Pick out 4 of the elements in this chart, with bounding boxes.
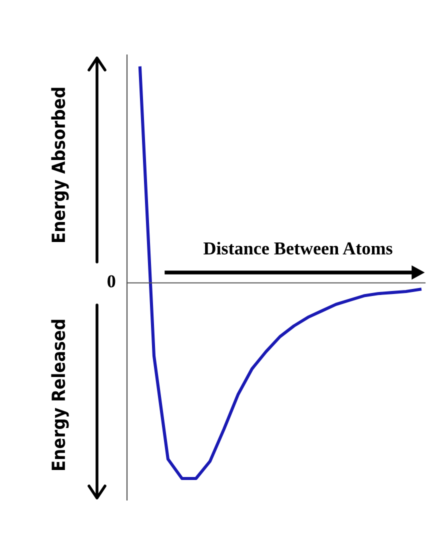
x-axis-title: Distance Between Atoms — [204, 242, 392, 255]
text: Energy Absorbed — [51, 88, 69, 242]
text: Energy Released — [51, 320, 69, 470]
text: 0 — [108, 275, 116, 288]
